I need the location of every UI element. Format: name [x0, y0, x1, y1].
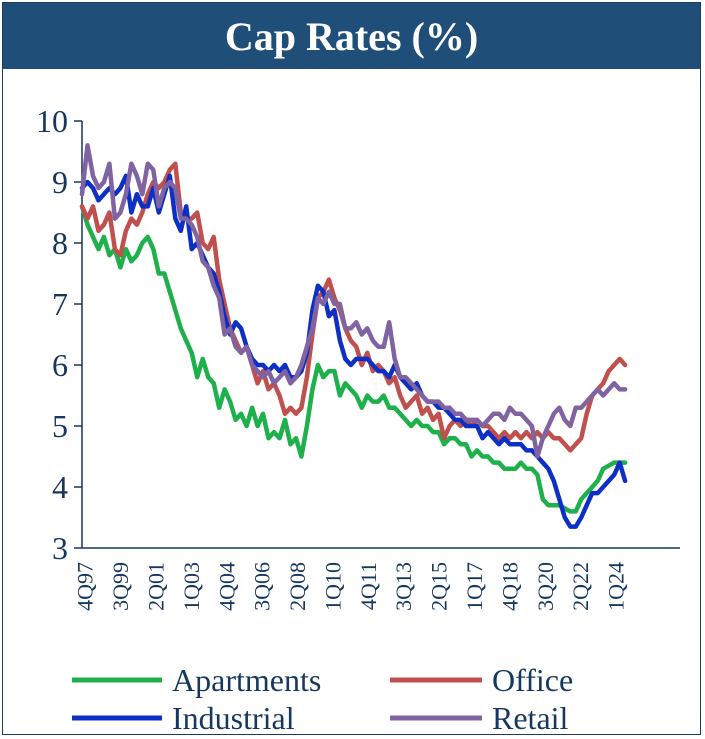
y-tick-label: 6	[52, 347, 68, 383]
legend-label-industrial: Industrial	[172, 700, 295, 736]
x-tick-label: 3Q99	[108, 562, 133, 611]
x-tick-label: 3Q06	[250, 562, 275, 611]
series-line-apartments	[79, 204, 628, 514]
x-tick-label: 3Q20	[533, 562, 558, 611]
x-tick-label: 2Q22	[568, 562, 593, 611]
y-tick-label: 3	[52, 530, 68, 566]
x-tick-label: 4Q11	[356, 562, 381, 610]
x-tick-label: 1Q10	[320, 562, 345, 611]
legend-label-office: Office	[492, 662, 573, 698]
y-tick-label: 10	[36, 103, 68, 139]
legend: Apartments Office Industrial Retail	[72, 662, 573, 736]
series-lines	[79, 143, 628, 529]
series-line-industrial	[79, 173, 628, 529]
x-tick-label: 2Q15	[427, 562, 452, 611]
x-tick-label: 2Q08	[285, 562, 310, 611]
x-tick-label: 3Q13	[391, 562, 416, 611]
x-tick-label: 1Q17	[462, 562, 487, 611]
legend-label-retail: Retail	[492, 700, 569, 736]
y-tick-label: 5	[52, 408, 68, 444]
x-tick-label: 2Q01	[144, 562, 169, 611]
y-tick-label: 4	[52, 469, 68, 505]
x-tick-label: 1Q24	[604, 562, 629, 611]
series-line-office	[79, 161, 628, 453]
legend-label-apartments: Apartments	[172, 662, 321, 698]
y-axis: 3 4 5 6 7 8 9 10	[36, 103, 83, 566]
x-tick-label: 1Q03	[179, 562, 204, 611]
x-axis: 4Q97 3Q99 2Q01 1Q03 4Q04 3Q06 2Q08 1Q10 4Q11 3Q13…	[73, 547, 680, 611]
x-tick-label: 4Q04	[214, 562, 239, 611]
chart-title: Cap Rates (%)	[3, 3, 700, 69]
y-tick-label: 8	[52, 225, 68, 261]
x-tick-label: 4Q18	[497, 562, 522, 611]
y-tick-label: 9	[52, 164, 68, 200]
x-tick-label: 4Q97	[73, 562, 98, 611]
y-tick-label: 7	[52, 286, 68, 322]
series-line-retail	[79, 143, 628, 459]
